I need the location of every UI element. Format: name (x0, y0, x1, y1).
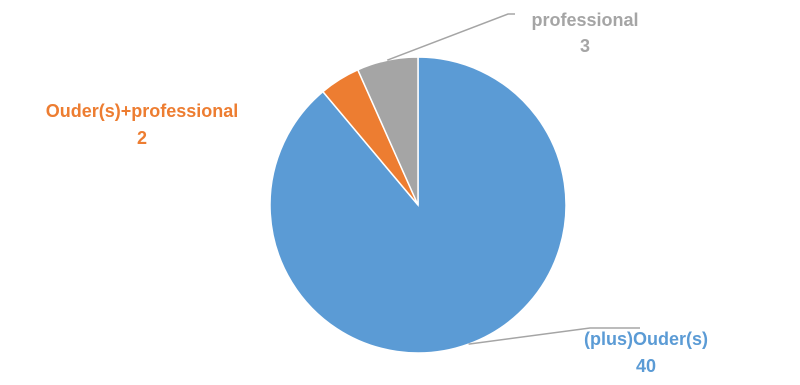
leader-line-1 (468, 327, 640, 345)
data-label-value-2: 2 (137, 128, 147, 148)
leader-line-3 (386, 13, 515, 61)
data-label-category-1: (plus)Ouder(s) (584, 329, 708, 349)
data-label-category-3: professional (531, 10, 638, 30)
data-label-value-1: 40 (636, 356, 656, 376)
leader-lines (386, 13, 640, 345)
data-label-category-2: Ouder(s)+professional (46, 101, 239, 121)
data-label-value-3: 3 (580, 36, 590, 56)
pie-slices (269, 56, 567, 354)
